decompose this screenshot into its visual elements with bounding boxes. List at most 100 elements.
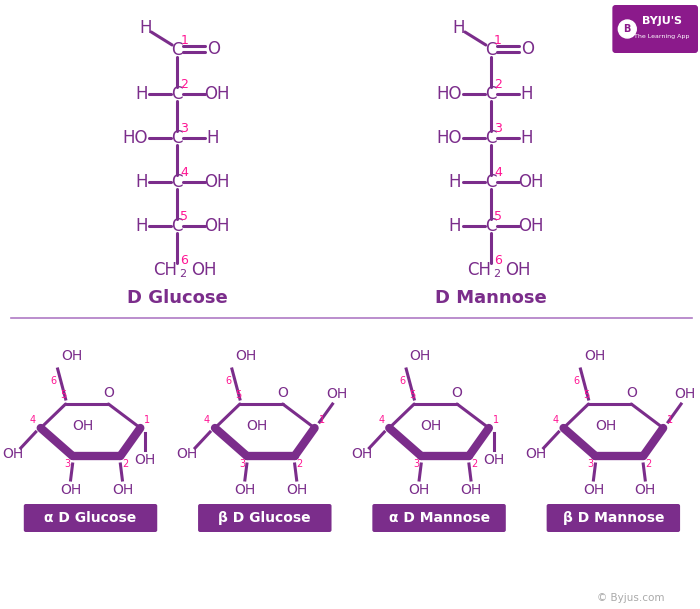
Text: OH: OH xyxy=(61,349,82,363)
Text: 4: 4 xyxy=(180,166,188,180)
Text: 6: 6 xyxy=(50,376,57,386)
Text: OH: OH xyxy=(409,483,430,497)
Text: D Glucose: D Glucose xyxy=(127,289,228,307)
Text: H: H xyxy=(521,85,533,103)
Text: 5: 5 xyxy=(494,211,502,224)
Text: OH: OH xyxy=(176,447,197,461)
Text: 2: 2 xyxy=(494,79,502,91)
FancyBboxPatch shape xyxy=(612,5,698,53)
Text: OH: OH xyxy=(191,261,216,279)
Text: HO: HO xyxy=(436,85,462,103)
Text: C: C xyxy=(172,129,183,147)
Text: OH: OH xyxy=(234,483,255,497)
Text: 3: 3 xyxy=(494,122,502,135)
Text: OH: OH xyxy=(204,173,230,191)
Text: 1: 1 xyxy=(318,415,325,425)
Text: The Learning App: The Learning App xyxy=(634,34,690,39)
Text: 1: 1 xyxy=(144,415,150,425)
Text: © Byjus.com: © Byjus.com xyxy=(596,593,664,603)
Text: 5: 5 xyxy=(60,390,66,400)
Text: 2: 2 xyxy=(122,459,129,469)
Text: B: B xyxy=(624,24,631,34)
Text: 6: 6 xyxy=(573,376,580,386)
Text: OH: OH xyxy=(421,419,442,433)
Text: OH: OH xyxy=(583,483,604,497)
Text: O: O xyxy=(207,40,220,58)
Text: H: H xyxy=(453,19,466,37)
Text: 4: 4 xyxy=(378,415,384,425)
Text: 3: 3 xyxy=(180,122,188,135)
Text: OH: OH xyxy=(286,483,307,497)
Text: HO: HO xyxy=(122,129,148,147)
Text: 3: 3 xyxy=(239,459,245,469)
Text: 1: 1 xyxy=(493,415,499,425)
Text: OH: OH xyxy=(60,483,81,497)
Text: C: C xyxy=(485,129,496,147)
Text: 1: 1 xyxy=(667,415,673,425)
FancyBboxPatch shape xyxy=(372,504,506,532)
Text: OH: OH xyxy=(483,453,505,467)
Text: OH: OH xyxy=(584,349,605,363)
Text: OH: OH xyxy=(595,419,616,433)
Text: O: O xyxy=(522,40,534,58)
Text: 3: 3 xyxy=(413,459,419,469)
Text: 2: 2 xyxy=(180,79,188,91)
Text: OH: OH xyxy=(235,349,256,363)
Text: OH: OH xyxy=(635,483,656,497)
Text: CH: CH xyxy=(153,261,177,279)
Text: OH: OH xyxy=(461,483,482,497)
Text: α D Glucose: α D Glucose xyxy=(44,511,136,525)
Text: 1: 1 xyxy=(180,35,188,48)
Text: H: H xyxy=(139,19,151,37)
Text: C: C xyxy=(485,217,496,235)
Text: 2: 2 xyxy=(297,459,303,469)
Text: H: H xyxy=(135,85,148,103)
Text: H: H xyxy=(206,129,219,147)
Text: C: C xyxy=(485,85,496,103)
Text: OH: OH xyxy=(410,349,430,363)
Text: 3: 3 xyxy=(64,459,71,469)
Text: 5: 5 xyxy=(180,211,188,224)
Text: OH: OH xyxy=(2,447,24,461)
FancyBboxPatch shape xyxy=(24,504,158,532)
Text: 6: 6 xyxy=(180,255,188,267)
Text: OH: OH xyxy=(326,387,347,401)
Text: OH: OH xyxy=(525,447,546,461)
Text: OH: OH xyxy=(351,447,372,461)
Text: 2: 2 xyxy=(179,269,186,279)
FancyBboxPatch shape xyxy=(547,504,680,532)
Text: OH: OH xyxy=(505,261,531,279)
Text: 5: 5 xyxy=(583,390,589,400)
Text: 2: 2 xyxy=(471,459,477,469)
Text: OH: OH xyxy=(246,419,267,433)
Text: H: H xyxy=(135,217,148,235)
Text: OH: OH xyxy=(112,483,133,497)
Text: H: H xyxy=(521,129,533,147)
Text: 6: 6 xyxy=(399,376,405,386)
FancyBboxPatch shape xyxy=(198,504,332,532)
Text: 5: 5 xyxy=(409,390,415,400)
Text: 6: 6 xyxy=(494,255,502,267)
Text: α D Mannose: α D Mannose xyxy=(389,511,489,525)
Text: OH: OH xyxy=(518,173,543,191)
Text: O: O xyxy=(452,386,463,400)
Text: H: H xyxy=(449,217,461,235)
Text: 4: 4 xyxy=(494,166,502,180)
Text: OH: OH xyxy=(204,217,230,235)
Text: 3: 3 xyxy=(587,459,594,469)
Circle shape xyxy=(618,20,636,38)
Text: HO: HO xyxy=(436,129,462,147)
Text: CH: CH xyxy=(467,261,491,279)
Text: C: C xyxy=(172,41,183,59)
Text: H: H xyxy=(135,173,148,191)
Text: C: C xyxy=(172,85,183,103)
Text: OH: OH xyxy=(674,387,696,401)
Text: O: O xyxy=(277,386,288,400)
Text: OH: OH xyxy=(72,419,93,433)
Text: H: H xyxy=(449,173,461,191)
Text: 2: 2 xyxy=(645,459,651,469)
Text: BYJU'S: BYJU'S xyxy=(642,16,682,26)
Text: 2: 2 xyxy=(493,269,500,279)
Text: 4: 4 xyxy=(552,415,559,425)
Text: O: O xyxy=(103,386,114,400)
